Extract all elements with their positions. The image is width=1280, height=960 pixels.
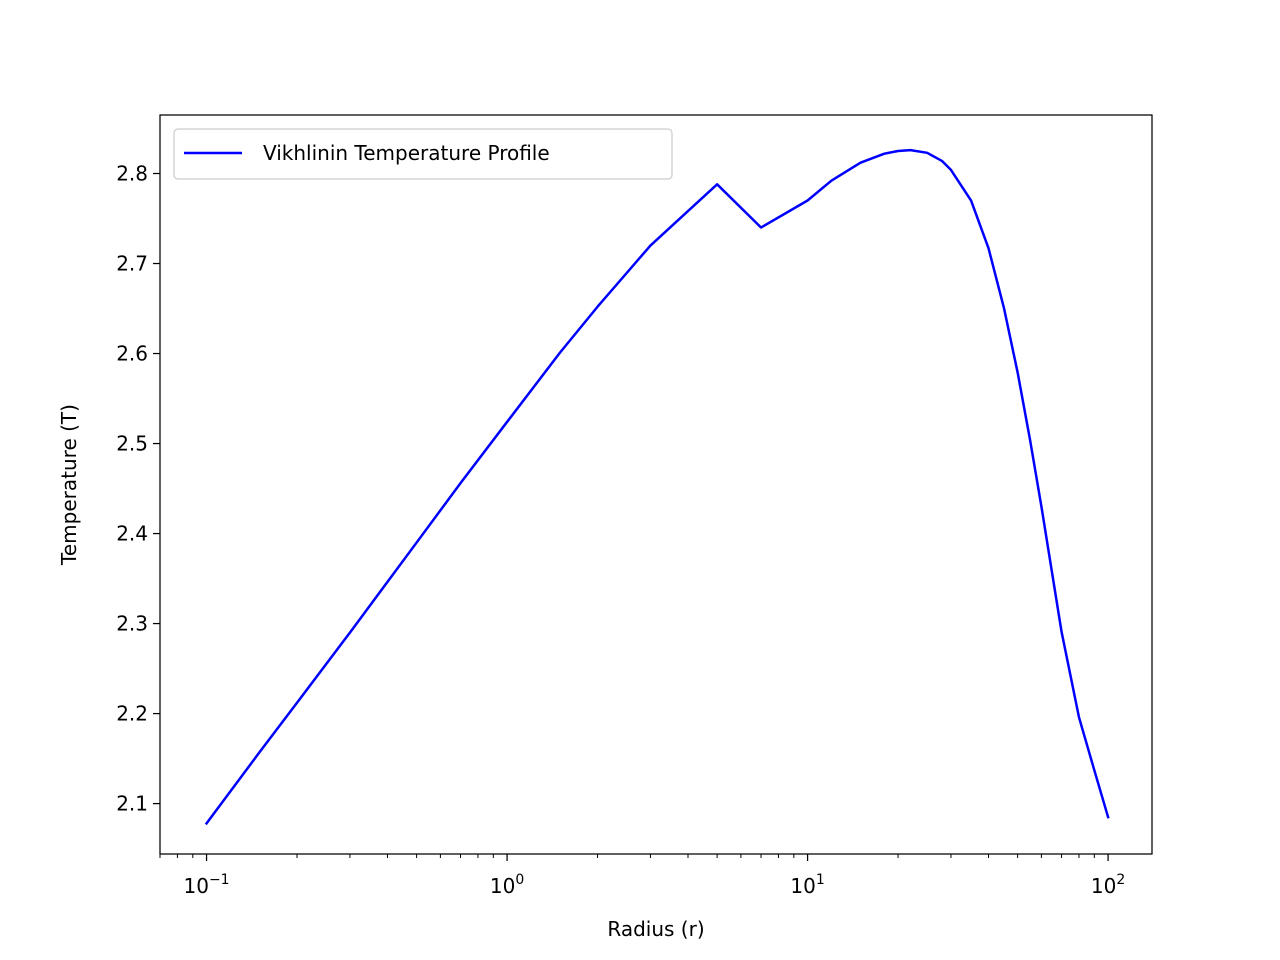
x-tick-label: 100 xyxy=(490,872,524,898)
legend: Vikhlinin Temperature Profile xyxy=(173,128,673,180)
y-tick-label: 2.1 xyxy=(116,792,148,816)
ticks-layer: 10−1 100 101 102 2.1 2.2 2.3 2.4 2.5 2.6 2.7 2.8 xyxy=(116,162,1125,898)
series-layer xyxy=(204,148,1110,826)
y-tick-label: 2.7 xyxy=(116,252,148,276)
x-tick-label: 10−1 xyxy=(184,872,230,898)
y-tick-label: 2.3 xyxy=(116,612,148,636)
legend-entry-label: Vikhlinin Temperature Profile xyxy=(263,141,550,165)
y-tick-label: 2.2 xyxy=(116,702,148,726)
x-tick-label: 102 xyxy=(1091,872,1125,898)
x-tick-label: 101 xyxy=(790,872,824,898)
y-axis-label: Temperature (T) xyxy=(57,404,81,566)
y-tick-label: 2.6 xyxy=(116,342,148,366)
y-tick-label: 2.8 xyxy=(116,162,148,186)
legend-box xyxy=(173,128,673,180)
y-tick-label: 2.5 xyxy=(116,432,148,456)
plot-frame xyxy=(159,114,1153,855)
series-line xyxy=(204,148,1110,826)
x-axis-label: Radius (r) xyxy=(607,917,704,941)
y-tick-label: 2.4 xyxy=(116,522,148,546)
